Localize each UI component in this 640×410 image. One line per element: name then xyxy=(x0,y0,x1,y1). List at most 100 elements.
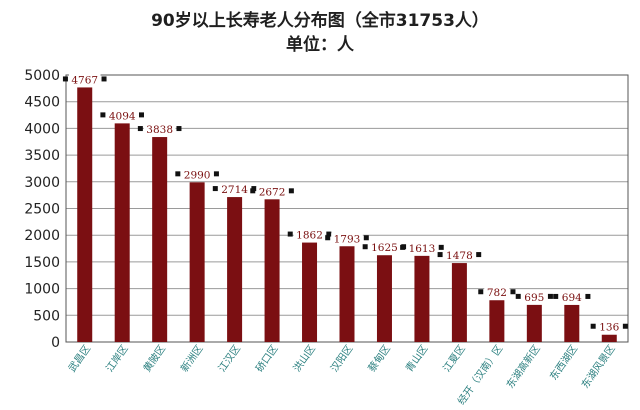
y-tick-label: 2000 xyxy=(24,228,60,244)
data-label-marker xyxy=(515,293,521,299)
data-label-marker xyxy=(287,231,293,237)
bar xyxy=(189,182,205,342)
data-label-marker xyxy=(175,171,181,177)
data-label-marker xyxy=(553,293,559,299)
bar xyxy=(451,263,467,342)
data-label-box xyxy=(596,321,622,333)
x-tick-label: 江夏区 xyxy=(441,343,468,374)
data-label-box xyxy=(106,110,138,122)
data-label: 1625 xyxy=(371,242,398,254)
data-label-marker xyxy=(400,244,406,250)
chart-subtitle: 单位：人 xyxy=(286,35,354,55)
data-label: 2672 xyxy=(259,186,286,198)
data-label: 4767 xyxy=(71,74,98,86)
data-label: 2714 xyxy=(221,184,248,196)
data-label-marker xyxy=(478,289,484,295)
data-label-marker xyxy=(438,244,444,250)
data-label: 3838 xyxy=(146,124,173,136)
y-tick-label: 4000 xyxy=(24,121,60,137)
data-label: 136 xyxy=(599,322,619,334)
bar xyxy=(114,123,130,342)
y-tick-label: 0 xyxy=(51,335,60,351)
y-tick-label: 3000 xyxy=(24,175,60,191)
y-tick-label: 2500 xyxy=(24,202,60,218)
data-label-marker xyxy=(213,171,219,177)
data-label-marker xyxy=(139,112,144,118)
chart-title: 90岁以上长寿老人分布图（全市31753人） xyxy=(151,11,489,31)
x-tick-label: 新洲区 xyxy=(178,342,206,374)
x-tick-label: 东西湖区 xyxy=(547,342,581,382)
bar xyxy=(526,304,542,342)
data-label: 1862 xyxy=(296,230,323,242)
bar xyxy=(339,246,355,342)
bar xyxy=(414,255,430,342)
data-label-box xyxy=(256,186,288,198)
data-label: 2990 xyxy=(184,169,211,181)
x-tick-label: 东湖风景区 xyxy=(578,342,617,390)
data-label: 695 xyxy=(524,292,544,304)
bar xyxy=(77,87,93,342)
data-label-marker xyxy=(326,231,332,237)
data-label-marker xyxy=(362,244,368,250)
data-label-box xyxy=(521,291,547,303)
data-label-box xyxy=(484,287,510,299)
data-label-marker xyxy=(510,289,516,295)
data-label-marker xyxy=(212,186,218,192)
y-tick-label: 1000 xyxy=(24,282,60,298)
data-label-marker xyxy=(101,76,107,82)
bar xyxy=(601,334,617,342)
data-label: 4094 xyxy=(109,110,136,122)
data-label-box xyxy=(368,242,401,254)
data-label-marker xyxy=(622,323,628,329)
data-label-marker xyxy=(100,112,106,118)
data-label: 1478 xyxy=(446,250,473,262)
data-label: 1613 xyxy=(409,243,436,255)
data-label-box xyxy=(331,233,363,245)
data-label: 1793 xyxy=(334,233,361,245)
y-tick-label: 3500 xyxy=(24,148,60,164)
data-label-box xyxy=(559,291,585,303)
x-tick-label: 武昌区 xyxy=(65,342,93,374)
x-tick-label: 蔡甸区 xyxy=(365,342,393,374)
bar xyxy=(227,197,243,342)
y-tick-label: 500 xyxy=(33,308,60,324)
y-tick-label: 5000 xyxy=(24,68,60,84)
data-label-marker xyxy=(250,188,256,194)
x-tick-label: 江岸区 xyxy=(104,343,131,374)
bar xyxy=(564,304,580,342)
bar xyxy=(376,255,392,342)
data-label-marker xyxy=(288,188,294,194)
data-label-box xyxy=(406,242,438,254)
data-label-box xyxy=(143,124,176,136)
y-tick-label: 1500 xyxy=(24,255,60,271)
data-label-marker xyxy=(547,293,553,299)
x-tick-label: 洪山区 xyxy=(291,343,318,374)
x-tick-label: 东湖高新区 xyxy=(503,342,542,390)
data-label-marker xyxy=(325,235,331,241)
bar xyxy=(152,137,168,342)
data-label-box xyxy=(293,229,326,241)
bar xyxy=(489,300,505,342)
data-label-box xyxy=(68,74,101,86)
data-label: 782 xyxy=(487,287,507,299)
data-label-marker xyxy=(137,126,143,132)
x-tick-label: 汉阳区 xyxy=(328,343,355,374)
data-label-marker xyxy=(437,252,443,258)
data-label-box xyxy=(443,250,476,262)
data-label-box xyxy=(218,184,251,196)
data-label-marker xyxy=(476,252,482,258)
data-label: 694 xyxy=(562,292,582,304)
data-label-marker xyxy=(585,293,591,299)
bar xyxy=(302,242,318,342)
x-tick-label: 硚口区 xyxy=(253,343,280,374)
data-label-marker xyxy=(590,323,596,329)
data-label-box xyxy=(181,169,213,181)
x-tick-label: 青山区 xyxy=(403,342,431,374)
y-tick-label: 4500 xyxy=(24,95,60,111)
data-label-marker xyxy=(363,235,369,241)
x-tick-label: 黄陂区 xyxy=(140,342,168,374)
data-label-marker xyxy=(176,126,182,132)
x-tick-label: 江汉区 xyxy=(216,343,243,374)
data-label-marker xyxy=(62,76,68,82)
